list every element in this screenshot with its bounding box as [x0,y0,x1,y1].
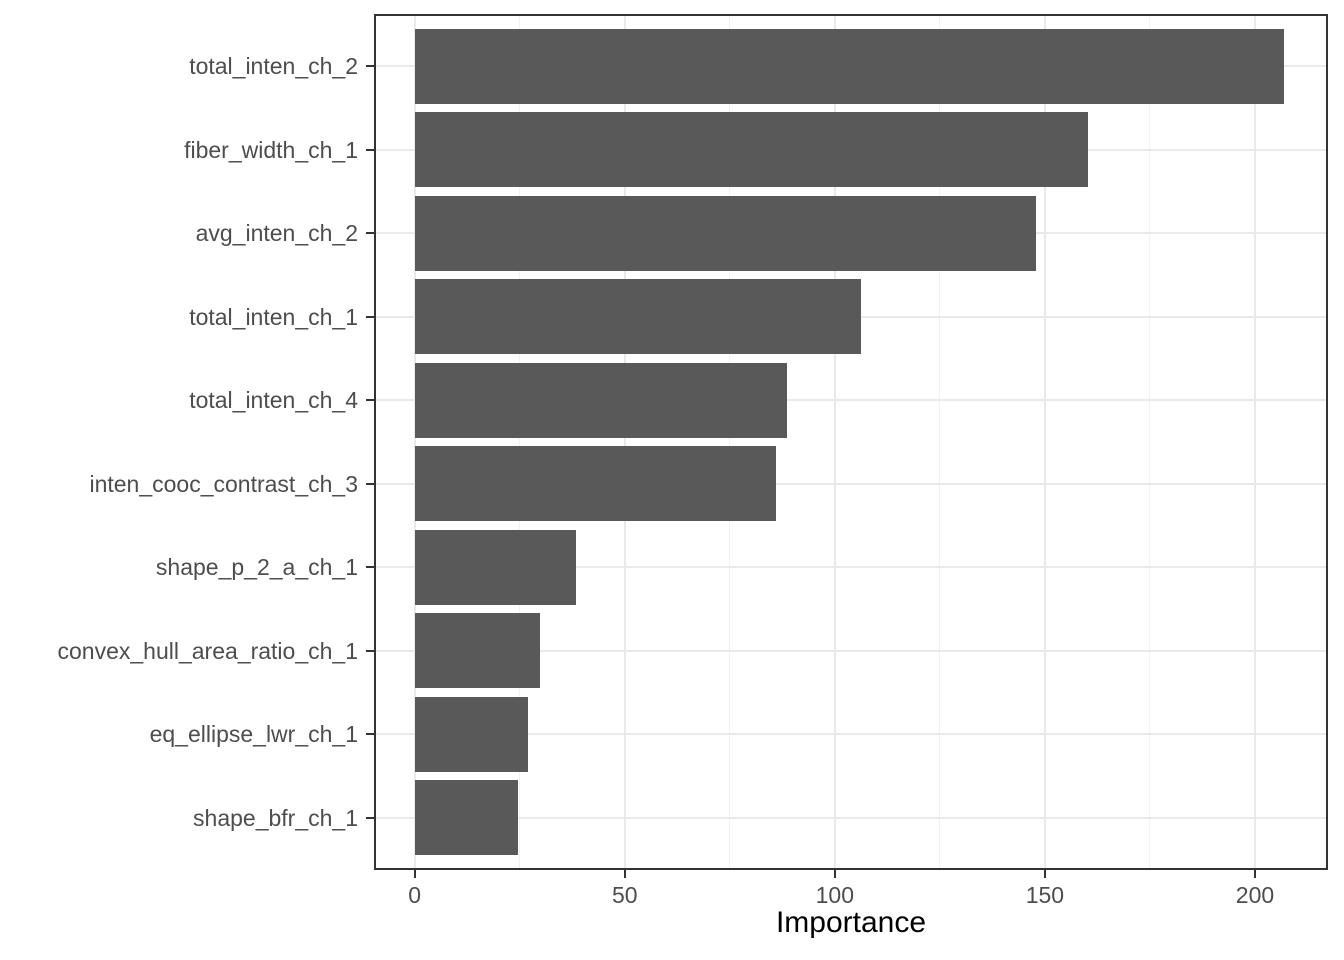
gridline-major-vertical [833,16,836,868]
y-axis-label-fiber_width_ch_1: fiber_width_ch_1 [184,136,358,163]
gridline-major-horizontal [376,733,1326,736]
gridline-major-horizontal [376,816,1326,819]
x-axis-tick-label: 200 [1235,882,1275,908]
bar-total_inten_ch_2 [414,28,1285,104]
bar-total_inten_ch_1 [414,279,861,355]
bar-shape_bfr_ch_1 [414,780,518,856]
gridline-minor-vertical [1149,16,1151,868]
gridline-major-horizontal [376,566,1326,569]
y-axis-label-convex_hull_area_ratio_ch_1: convex_hull_area_ratio_ch_1 [57,637,359,664]
gridline-major-horizontal [376,399,1326,402]
y-axis-label-avg_inten_ch_2: avg_inten_ch_2 [195,220,358,247]
bar-shape_p_2_a_ch_1 [414,529,576,605]
x-axis-tick [833,870,836,878]
y-axis-tick [366,399,374,402]
y-axis-tick [366,232,374,235]
y-axis-label-total_inten_ch_1: total_inten_ch_1 [189,303,358,330]
x-axis-tick [413,870,416,878]
y-axis-tick [366,65,374,68]
y-axis-tick [366,482,374,485]
gridline-minor-vertical [519,16,521,868]
y-axis-label-shape_p_2_a_ch_1: shape_p_2_a_ch_1 [155,554,358,581]
gridline-major-horizontal [376,482,1326,485]
gridline-major-vertical [1043,16,1046,868]
x-axis-tick-label: 50 [611,882,638,908]
plot-panel [374,14,1328,870]
y-axis-label-total_inten_ch_4: total_inten_ch_4 [189,387,358,414]
gridline-major-vertical [413,16,416,868]
y-axis-tick [366,649,374,652]
y-axis-tick [366,148,374,151]
x-axis-tick [623,870,626,878]
y-axis-label-inten_cooc_contrast_ch_3: inten_cooc_contrast_ch_3 [89,470,358,497]
y-axis-label-total_inten_ch_2: total_inten_ch_2 [189,53,358,80]
y-axis-label-eq_ellipse_lwr_ch_1: eq_ellipse_lwr_ch_1 [149,721,358,748]
bar-convex_hull_area_ratio_ch_1 [414,613,541,689]
gridline-major-horizontal [376,649,1326,652]
bar-inten_cooc_contrast_ch_3 [414,446,777,522]
x-axis-tick-label: 100 [815,882,854,908]
y-axis-tick [366,733,374,736]
bar-total_inten_ch_4 [414,362,788,438]
x-axis-tick [1253,870,1256,878]
x-axis-title: Importance [775,906,927,939]
x-axis-tick-label: 150 [1025,882,1065,908]
gridline-minor-vertical [729,16,731,868]
y-axis-tick [366,315,374,318]
y-axis-tick [366,816,374,819]
bar-avg_inten_ch_2 [414,195,1037,271]
x-axis-tick-label: 0 [408,882,422,908]
bar-eq_ellipse_lwr_ch_1 [414,696,528,772]
gridline-major-vertical [623,16,626,868]
y-axis-label-shape_bfr_ch_1: shape_bfr_ch_1 [193,804,358,831]
y-axis-tick [366,566,374,569]
bar-fiber_width_ch_1 [414,112,1089,188]
gridline-minor-vertical [939,16,941,868]
x-axis-tick [1043,870,1046,878]
gridline-major-vertical [1253,16,1256,868]
